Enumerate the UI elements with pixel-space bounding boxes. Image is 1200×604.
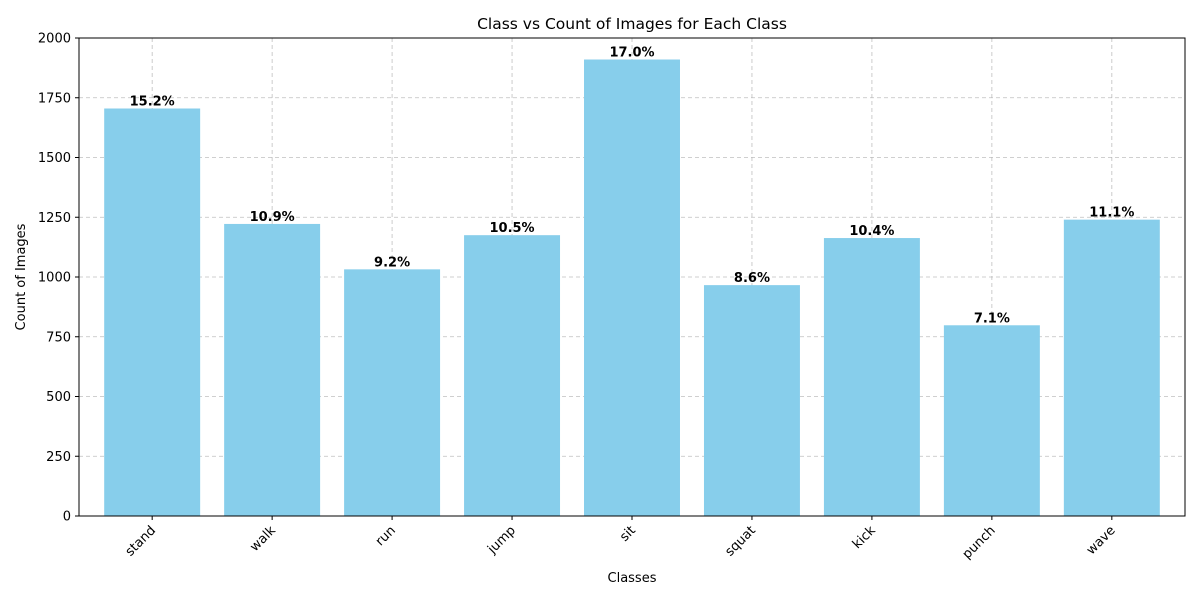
- data-label-kick: 10.4%: [849, 224, 894, 239]
- y-tick-label: 500: [46, 390, 71, 405]
- bar-sit: [584, 59, 680, 516]
- data-label-sit: 17.0%: [609, 46, 654, 61]
- x-tick-label-punch: punch: [960, 523, 999, 562]
- chart-title: Class vs Count of Images for Each Class: [477, 15, 787, 33]
- data-label-layer: 15.2% 10.9% 9.2% 10.5% 17.0% 8.6% 10.4% 7.1% 11.…: [130, 46, 1135, 327]
- y-tick-label: 2000: [38, 32, 71, 47]
- x-tick-label-jump: jump: [484, 523, 518, 557]
- bar-jump: [464, 235, 561, 517]
- x-tick-label-kick: kick: [850, 523, 879, 552]
- bar-kick: [823, 238, 920, 516]
- y-tick-label: 250: [46, 450, 71, 465]
- bar-wave: [1063, 219, 1160, 516]
- data-label-punch: 7.1%: [974, 311, 1010, 326]
- y-tick-label: 1500: [38, 151, 71, 166]
- bar-run: [344, 269, 441, 516]
- y-tick-label: 1750: [38, 91, 71, 106]
- data-label-run: 9.2%: [374, 255, 410, 270]
- y-tick-label: 750: [46, 330, 71, 345]
- x-tick-label-run: run: [373, 523, 399, 549]
- x-tick-label-walk: walk: [247, 523, 279, 555]
- data-label-jump: 10.5%: [489, 221, 534, 236]
- x-tick-label-wave: wave: [1084, 523, 1119, 558]
- data-label-wave: 11.1%: [1089, 206, 1134, 221]
- bar-punch: [943, 325, 1040, 516]
- data-label-squat: 8.6%: [734, 271, 770, 286]
- bar-walk: [224, 223, 321, 516]
- bar-stand: [104, 108, 201, 516]
- data-label-walk: 10.9%: [250, 210, 295, 225]
- bar-layer: [104, 59, 1160, 517]
- y-tick-label: 0: [63, 510, 71, 525]
- y-axis: 0 250 500 750 1000 1250 1500 1750 2000: [38, 32, 79, 525]
- y-tick-label: 1000: [38, 271, 71, 286]
- x-tick-label-stand: stand: [123, 523, 159, 559]
- data-label-stand: 15.2%: [130, 95, 175, 110]
- y-axis-label: Count of Images: [14, 223, 29, 330]
- x-axis-label: Classes: [608, 571, 657, 586]
- x-axis: stand walk run jump sit squat kick punch wave: [123, 516, 1119, 562]
- y-tick-label: 1250: [38, 211, 71, 226]
- x-tick-label-squat: squat: [722, 523, 758, 559]
- x-tick-label-sit: sit: [617, 523, 639, 545]
- bar-squat: [703, 285, 800, 516]
